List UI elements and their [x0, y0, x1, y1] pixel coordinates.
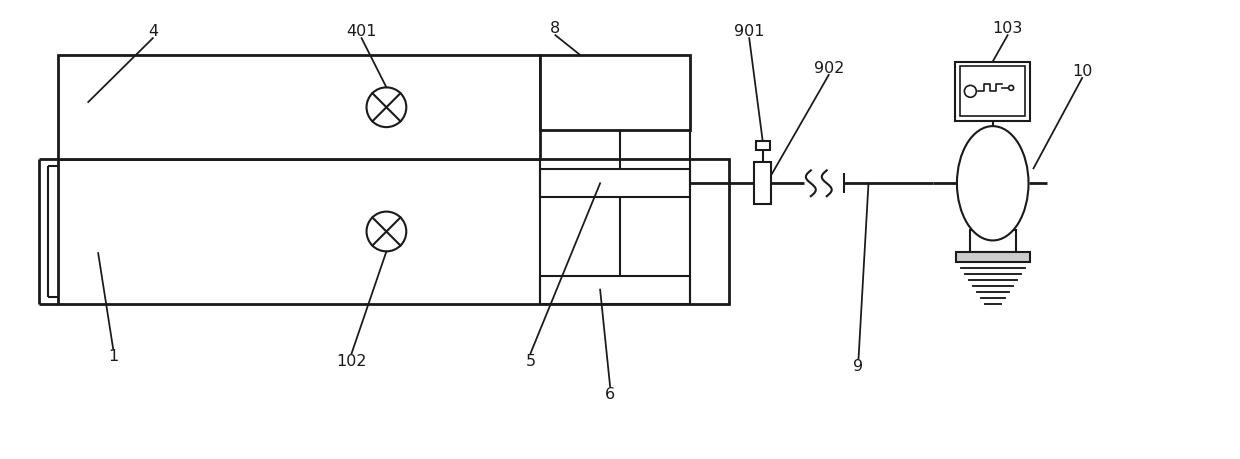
Text: 10: 10 [1073, 64, 1092, 79]
Bar [541, 170, 689, 198]
Bar [58, 160, 729, 304]
Text: 5: 5 [526, 353, 536, 369]
Ellipse shape [957, 127, 1028, 241]
Text: 4: 4 [148, 24, 157, 39]
Text: 6: 6 [605, 386, 615, 401]
Text: 103: 103 [992, 21, 1023, 36]
Bar [58, 56, 541, 160]
Text: 102: 102 [336, 353, 367, 369]
Bar [956, 62, 1030, 122]
Bar [956, 252, 1029, 262]
Bar [970, 230, 1016, 252]
Text: 902: 902 [813, 61, 844, 76]
Bar [755, 141, 770, 151]
Bar [541, 56, 689, 130]
Text: 901: 901 [734, 24, 765, 39]
Text: 1: 1 [108, 348, 118, 364]
Text: 401: 401 [346, 24, 377, 39]
Bar [541, 276, 689, 304]
Bar [754, 163, 771, 205]
Bar [961, 67, 1025, 117]
Text: 9: 9 [853, 358, 863, 374]
Text: 8: 8 [551, 21, 560, 36]
